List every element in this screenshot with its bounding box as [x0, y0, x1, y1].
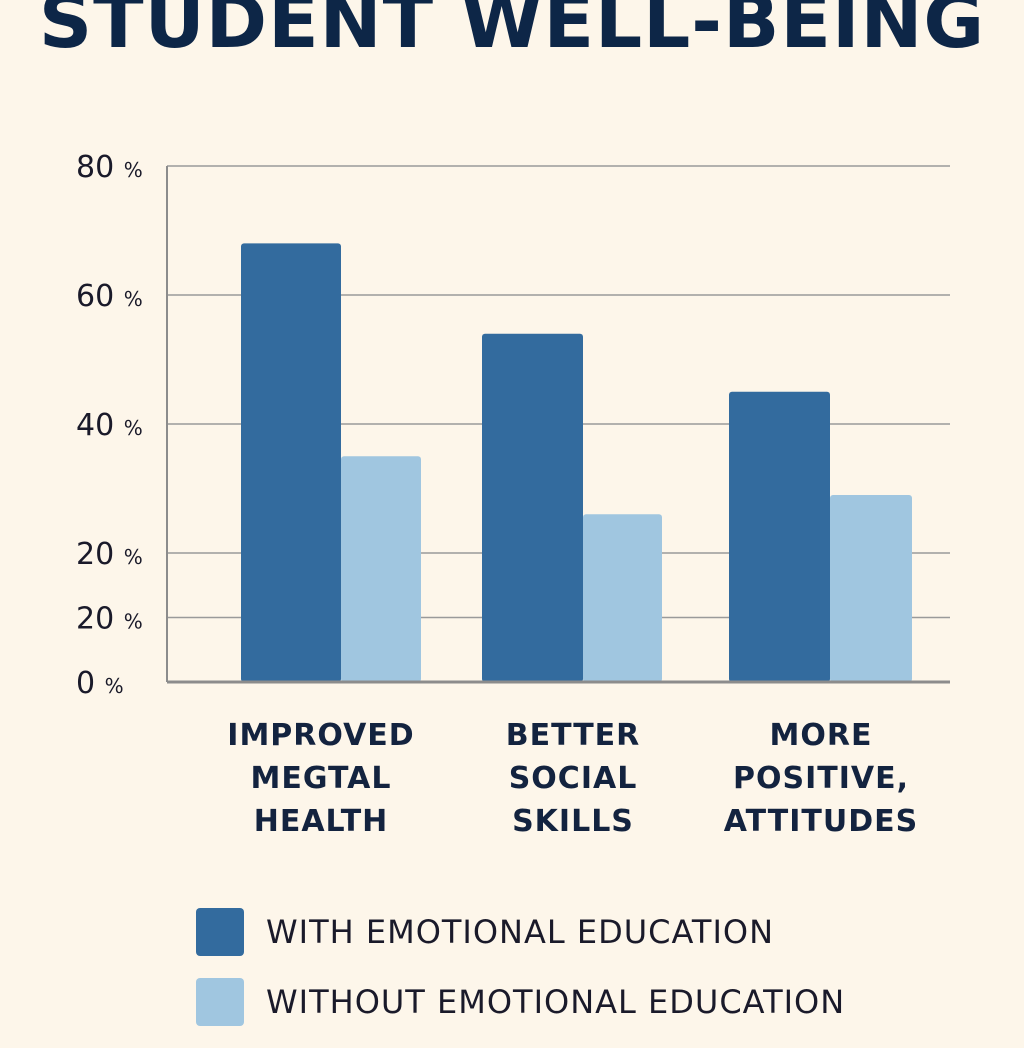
- legend-label-without: WITHOUT EMOTIONAL EDUCATION: [266, 983, 846, 1021]
- y-tick-label: 80 %: [76, 150, 143, 185]
- category-label: SOCIAL: [509, 761, 638, 796]
- category-label: POSITIVE,: [733, 761, 909, 796]
- category-label: MEGTAL: [251, 761, 392, 796]
- category-label: IMPROVED: [227, 718, 414, 753]
- bar-with-0: [241, 243, 341, 682]
- y-tick-label: 0 %: [76, 666, 124, 701]
- legend-swatch-with: [196, 908, 244, 956]
- category-label: MORE: [770, 718, 873, 753]
- y-tick-label: 60 %: [76, 279, 143, 314]
- y-tick-label: 40 %: [76, 408, 143, 443]
- category-label: HEALTH: [254, 804, 389, 839]
- legend-item-with: WITH EMOTIONAL EDUCATION: [196, 908, 845, 956]
- bars: [241, 243, 912, 682]
- y-tick-label: 20 %: [76, 602, 143, 637]
- chart-title: STUDENT WELL-BEING: [38, 0, 986, 65]
- y-tick-label: 20 %: [76, 537, 143, 572]
- bar-without-0: [341, 456, 421, 682]
- bar-without-2: [830, 494, 912, 682]
- bar-with-2: [729, 391, 830, 682]
- legend-item-without: WITHOUT EMOTIONAL EDUCATION: [196, 978, 845, 1026]
- category-label: SKILLS: [512, 804, 634, 839]
- bar-with-1: [482, 333, 583, 682]
- category-label: BETTER: [506, 718, 641, 753]
- legend-swatch-without: [196, 978, 244, 1026]
- labels: 0 % 20 % 40 % 60 % 80 % 20 % IMPROVED MEGTAL HEA…: [76, 150, 919, 839]
- category-label: ATTITUDES: [724, 804, 919, 839]
- axes: [166, 166, 950, 684]
- legend: WITH EMOTIONAL EDUCATION WITHOUT EMOTION…: [196, 908, 845, 1048]
- bar-chart: 0 % 20 % 40 % 60 % 80 % 20 % IMPROVED MEGTAL HEA…: [76, 150, 950, 839]
- bar-without-1: [583, 514, 662, 682]
- legend-label-with: WITH EMOTIONAL EDUCATION: [266, 913, 775, 951]
